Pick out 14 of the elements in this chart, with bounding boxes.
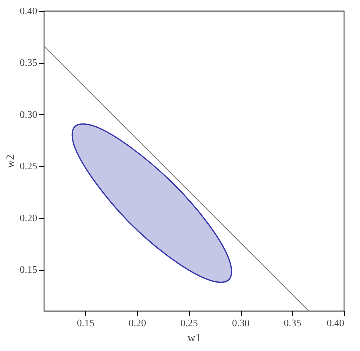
x-tick-label: 0.35 <box>284 318 302 330</box>
y-tick-label: 0.15 <box>20 265 38 276</box>
y-tick-label: 0.30 <box>20 110 38 121</box>
x-tick-label: 0.40 <box>327 318 344 330</box>
y-tick-label: 0.35 <box>20 58 38 70</box>
y-tick-label: 0.25 <box>20 162 38 173</box>
y-tick-label: 0.20 <box>20 213 38 224</box>
x-tick-label: 0.15 <box>77 318 95 330</box>
x-tick-label: 0.30 <box>232 318 250 330</box>
y-axis-title: w2 <box>5 154 17 168</box>
x-tick-label: 0.20 <box>128 318 146 330</box>
x-axis-title: w1 <box>188 332 202 344</box>
x-tick-label: 0.25 <box>180 318 198 330</box>
y-tick-label: 0.40 <box>20 6 38 18</box>
